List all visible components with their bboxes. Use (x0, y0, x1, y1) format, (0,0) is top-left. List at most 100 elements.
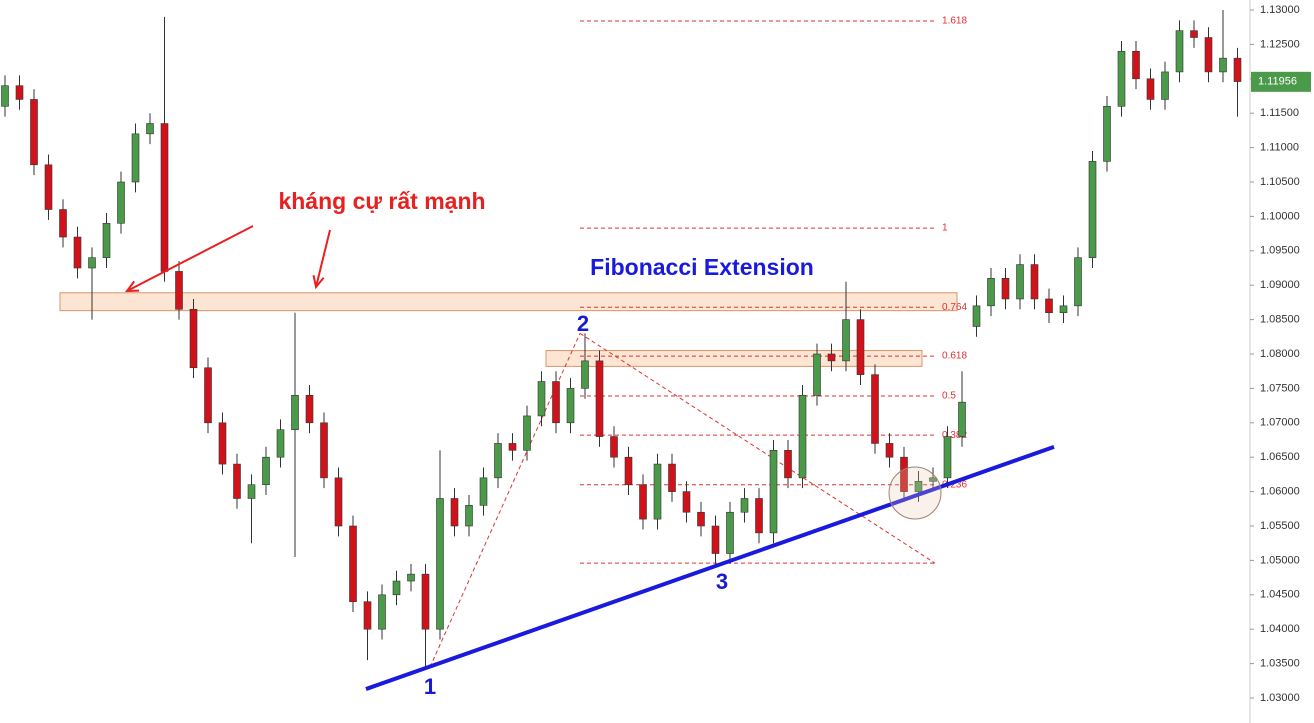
candle-body (1, 85, 9, 107)
candle-body (1233, 57, 1242, 82)
candle-body (537, 381, 546, 417)
candle-body (972, 305, 981, 327)
candle-body (291, 394, 299, 430)
candle-body (305, 394, 314, 424)
candle-body (1016, 264, 1024, 300)
y-tick-label: 1.08500 (1260, 314, 1300, 326)
point-label: 1 (424, 674, 436, 699)
arrow-head (312, 275, 325, 290)
candle-body (943, 436, 952, 479)
y-tick-label: 1.08000 (1260, 348, 1300, 360)
y-tick-label: 1.07500 (1260, 382, 1300, 394)
candle-body (218, 422, 227, 465)
candle-body (508, 443, 517, 451)
y-tick-label: 1.11500 (1260, 107, 1299, 119)
candle-body (1117, 50, 1126, 107)
price-tag (1251, 71, 1311, 92)
candle-body (88, 257, 96, 269)
candle-body (711, 525, 720, 554)
candle-body (566, 388, 575, 424)
resistance-zone (59, 292, 958, 312)
candle-body (885, 443, 894, 458)
candle-body (798, 394, 807, 479)
y-tick-label: 1.06500 (1260, 451, 1300, 463)
candle-body (407, 573, 415, 582)
point-label: 2 (577, 311, 589, 336)
candle-body (1074, 257, 1082, 307)
candle-body (1161, 71, 1169, 100)
candle-body (610, 436, 618, 458)
candle-body (1059, 305, 1068, 314)
candle-body (73, 236, 82, 269)
candle-body (44, 164, 53, 210)
highlight-circle (888, 466, 942, 520)
arrow (315, 229, 331, 288)
candle-body (349, 525, 357, 602)
candle-body (392, 580, 401, 596)
y-tick-label: 1.10500 (1260, 176, 1300, 188)
candle-body (102, 222, 111, 258)
fib-label: 0.236 (942, 479, 967, 490)
candle-body (160, 123, 169, 272)
fib-label: 0.764 (942, 302, 967, 313)
candle-body (769, 450, 778, 534)
candle-body (914, 480, 923, 492)
candle-body (595, 360, 604, 437)
fib-label: 1 (942, 223, 948, 234)
y-tick-label: 1.09500 (1260, 245, 1300, 257)
candle-body (1088, 161, 1097, 258)
candle-body (30, 99, 38, 166)
candle-body (262, 456, 270, 486)
arrow (126, 225, 254, 292)
candle-body (1103, 106, 1111, 162)
candle-body (856, 319, 865, 375)
candle-body (813, 353, 821, 396)
y-tick-label: 1.06000 (1260, 486, 1300, 498)
y-tick-label: 1.07000 (1260, 417, 1300, 429)
y-tick-label: 1.03500 (1260, 658, 1300, 670)
y-tick-label: 1.05000 (1260, 554, 1300, 566)
y-tick-label: 1.13000 (1260, 4, 1300, 16)
fib-label: 0.382 (942, 430, 967, 441)
candle-body (726, 511, 734, 554)
candle-body (639, 484, 647, 520)
candle-body (1045, 298, 1053, 314)
candle-body (668, 463, 676, 492)
candle-body (378, 594, 386, 630)
candle-body (175, 271, 183, 310)
candle-body (479, 477, 488, 506)
candle-body (581, 360, 589, 389)
y-tick-label: 1.04000 (1260, 623, 1300, 635)
candle-body (334, 477, 343, 527)
y-tick-label: 1.03000 (1260, 692, 1300, 704)
y-tick-label: 1.11000 (1260, 142, 1299, 154)
candle-body (842, 319, 850, 362)
candle-body (740, 498, 749, 513)
arrow-head (124, 280, 140, 293)
candle-body (523, 415, 531, 451)
candle-body (450, 498, 459, 527)
candle-body (363, 601, 372, 630)
candle-body (204, 367, 212, 424)
candle-body (1175, 30, 1184, 73)
candle-body (1030, 264, 1039, 300)
candle-body (247, 484, 256, 499)
candle-body (871, 374, 879, 444)
candle-body (784, 450, 792, 479)
candle-body (15, 85, 24, 100)
y-tick-label: 1.12500 (1260, 38, 1300, 50)
candle-body (958, 401, 966, 437)
candle-body (1132, 50, 1140, 80)
y-tick-label: 1.05500 (1260, 520, 1300, 532)
candle-body (117, 181, 125, 224)
candle-body (465, 505, 473, 527)
y-tick-label: 1.04500 (1260, 589, 1300, 601)
candle-body (421, 573, 430, 630)
candle-body (624, 456, 633, 486)
fib-label: 0.618 (942, 351, 967, 362)
candle-body (320, 422, 328, 479)
candle-body (682, 491, 691, 513)
candle-body (653, 463, 662, 520)
y-tick-label: 1.09000 (1260, 279, 1300, 291)
candle-body (1146, 78, 1155, 100)
